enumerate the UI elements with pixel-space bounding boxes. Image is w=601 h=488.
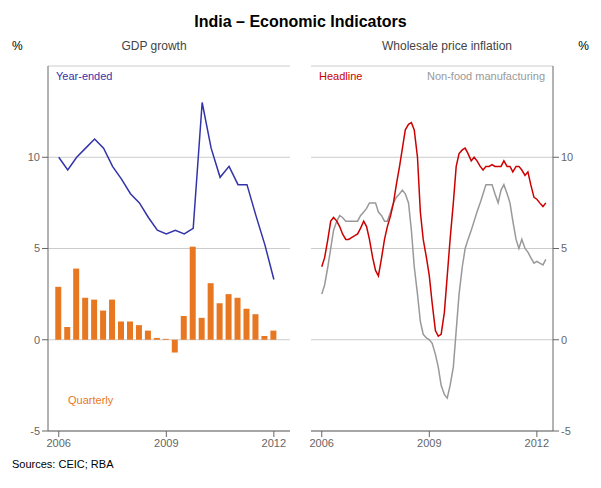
svg-text:2006: 2006 bbox=[310, 437, 334, 449]
html-text:Quarterly: Quarterly bbox=[68, 394, 114, 406]
svg-text:2012: 2012 bbox=[525, 437, 549, 449]
svg-text:2009: 2009 bbox=[417, 437, 441, 449]
svg-text:0: 0 bbox=[34, 334, 40, 346]
html-text:Year-ended: Year-ended bbox=[56, 70, 113, 82]
html-text:India – Economic Indicators: India – Economic Indicators bbox=[194, 13, 407, 30]
svg-text:2012: 2012 bbox=[262, 437, 286, 449]
svg-text:-5: -5 bbox=[30, 425, 40, 437]
html-text:Sources: CEIC; RBA: Sources: CEIC; RBA bbox=[12, 458, 114, 470]
html-text:Non-food manufacturing: Non-food manufacturing bbox=[427, 70, 545, 82]
svg-text:2006: 2006 bbox=[47, 437, 71, 449]
html-text:Wholesale price inflation: Wholesale price inflation bbox=[382, 39, 512, 53]
svg-text:2009: 2009 bbox=[154, 437, 178, 449]
svg-text:0: 0 bbox=[561, 334, 567, 346]
html-text:Headline: Headline bbox=[319, 70, 363, 82]
svg-text:-5: -5 bbox=[561, 425, 571, 437]
svg-text:5: 5 bbox=[561, 242, 567, 254]
svg-text:10: 10 bbox=[28, 151, 40, 163]
svg-text:10: 10 bbox=[561, 151, 573, 163]
html-text:GDP growth: GDP growth bbox=[121, 39, 187, 53]
svg-text:5: 5 bbox=[34, 242, 40, 254]
